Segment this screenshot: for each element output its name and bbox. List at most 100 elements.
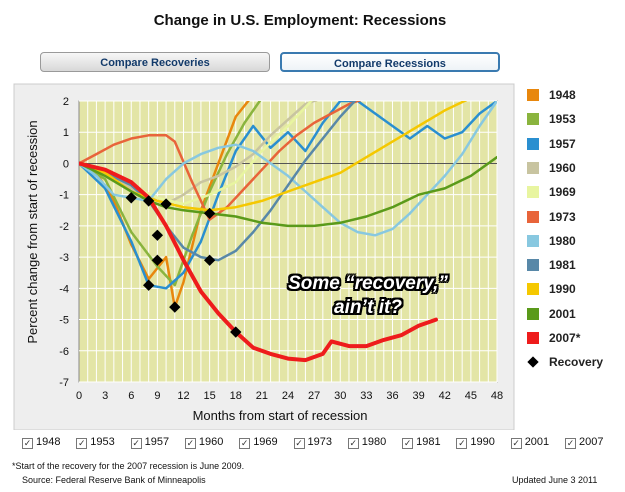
- checkbox-label: 2007: [579, 436, 604, 448]
- checkbox-1969[interactable]: ✓ 1969: [239, 436, 278, 449]
- y-tick-label: -5: [59, 315, 69, 327]
- recovery-marker: [230, 326, 242, 338]
- compare-recessions-button[interactable]: Compare Recessions: [280, 52, 500, 72]
- checkbox-1953[interactable]: ✓ 1953: [76, 436, 115, 449]
- x-tick-label: 27: [308, 390, 320, 402]
- x-tick-label: 30: [334, 390, 346, 402]
- annotation-line-1: Some “recovery,”: [288, 273, 448, 294]
- check-icon: ✓: [510, 438, 522, 449]
- checkbox-1957[interactable]: ✓ 1957: [130, 436, 170, 449]
- employment-chart: 0 3 6 9 12 15 18 21 24 27 30 33 36 39 42 45 48210-1-2-3-…: [13, 83, 515, 430]
- legend-label: 2007*: [549, 331, 581, 345]
- legend-label: 1973: [549, 209, 576, 224]
- legend-label: 1953: [549, 112, 576, 127]
- recovery-marker: [143, 195, 155, 207]
- recovery-diamond-icon: [527, 356, 539, 368]
- checkbox-1980[interactable]: ✓ 1980: [347, 436, 386, 449]
- checkbox-label: 1953: [90, 436, 115, 448]
- checkbox-1990[interactable]: ✓ 1990: [456, 436, 495, 449]
- source-note: Source: Federal Reserve Bank of Minneapo…: [22, 475, 206, 485]
- checkbox-label: 1990: [470, 436, 495, 448]
- checkbox-2007[interactable]: ✓ 2007: [565, 436, 604, 449]
- x-tick-label: 39: [413, 390, 425, 402]
- legend-item-1953[interactable]: 1953: [527, 111, 622, 131]
- recovery-marker: [143, 279, 155, 291]
- check-icon: ✓: [76, 438, 88, 449]
- series-line-1981: [79, 101, 357, 262]
- checkbox-1973[interactable]: ✓ 1973: [293, 436, 332, 449]
- y-tick-label: -2: [59, 221, 69, 233]
- legend-label: 2001: [549, 306, 576, 321]
- x-axis-label: Months from start of recession: [193, 408, 368, 423]
- legend-label: Recovery: [549, 355, 604, 370]
- y-tick-label: -6: [59, 346, 69, 358]
- legend-swatch: [527, 234, 539, 247]
- recovery-marker: [203, 207, 216, 220]
- x-tick-label: 0: [76, 390, 82, 402]
- legend-item-1981[interactable]: 1981: [527, 257, 622, 277]
- y-axis-label: Percent change from start of recession: [25, 120, 40, 343]
- legend-label: 1981: [549, 258, 576, 273]
- x-tick-label: 42: [439, 390, 451, 402]
- y-tick-label: 0: [63, 158, 69, 170]
- y-tick-label: -7: [59, 377, 69, 389]
- x-tick-label: 9: [154, 390, 160, 402]
- check-icon: ✓: [184, 438, 196, 449]
- x-tick-label: 24: [282, 390, 294, 402]
- recovery-marker: [169, 301, 181, 313]
- checkbox-2001[interactable]: ✓ 2001: [510, 436, 550, 449]
- legend-swatch: [527, 210, 539, 223]
- legend-item-2007[interactable]: 2007*: [527, 330, 622, 350]
- series-checkboxes: ✓ 1948 ✓ 1953 ✓ 1957 ✓ 1960 ✓ 1969 ✓ 1973 ✓ 1980 ✓ 1981…: [0, 436, 625, 452]
- checkbox-label: 2001: [524, 436, 550, 448]
- legend-label: 1990: [549, 282, 576, 297]
- legend-swatch: [527, 113, 539, 126]
- legend-swatch: [527, 307, 539, 320]
- x-tick-label: 45: [465, 390, 477, 402]
- legend-item-2001[interactable]: 2001: [527, 306, 622, 326]
- x-tick-label: 36: [386, 390, 398, 402]
- legend-swatch: [527, 332, 539, 344]
- check-icon: ✓: [565, 438, 576, 449]
- recovery-marker: [203, 254, 216, 266]
- y-tick-label: -1: [59, 190, 69, 202]
- recovery-marker: [151, 254, 164, 266]
- check-icon: ✓: [130, 438, 142, 449]
- checkbox-1960[interactable]: ✓ 1960: [184, 436, 224, 449]
- recovery-marker: [160, 198, 172, 210]
- checkbox-1981[interactable]: ✓ 1981: [402, 436, 441, 449]
- checkbox-label: 1969: [253, 436, 278, 448]
- checkbox-label: 1948: [36, 436, 61, 448]
- legend-label: 1969: [549, 185, 576, 200]
- legend-item-1969[interactable]: 1969: [527, 184, 622, 204]
- x-tick-label: 18: [230, 390, 242, 402]
- legend-item-1980[interactable]: 1980: [527, 233, 622, 253]
- legend-item-1957[interactable]: 1957: [527, 136, 622, 156]
- annotation-line-2: ain’t it?: [334, 297, 402, 318]
- compare-recoveries-button[interactable]: Compare Recoveries: [40, 52, 270, 72]
- legend-swatch: [527, 283, 539, 296]
- checkbox-label: 1960: [198, 436, 224, 448]
- checkbox-label: 1973: [307, 436, 332, 448]
- legend-label: 1948: [549, 88, 576, 102]
- legend-item-recovery[interactable]: Recovery: [527, 354, 622, 374]
- check-icon: ✓: [347, 438, 359, 449]
- legend-swatch: [527, 137, 539, 150]
- checkbox-label: 1981: [416, 436, 441, 448]
- legend-item-1990[interactable]: 1990: [527, 281, 622, 301]
- checkbox-1948[interactable]: ✓ 1948: [22, 436, 61, 449]
- legend-swatch: [527, 186, 539, 199]
- legend-item-1960[interactable]: 1960: [527, 160, 622, 180]
- legend-label: 1960: [549, 160, 576, 175]
- checkbox-label: 1957: [144, 436, 170, 448]
- series-line-2007: [79, 161, 438, 363]
- legend-item-1973[interactable]: 1973: [527, 209, 622, 229]
- series-line-1957: [79, 101, 497, 290]
- check-icon: ✓: [22, 438, 33, 449]
- y-tick-label: -3: [59, 252, 69, 264]
- legend-item-1948[interactable]: 1948: [527, 87, 622, 107]
- x-tick-label: 12: [177, 390, 189, 402]
- x-tick-label: 3: [102, 390, 108, 402]
- recovery-marker: [151, 229, 164, 241]
- x-tick-label: 6: [128, 390, 134, 402]
